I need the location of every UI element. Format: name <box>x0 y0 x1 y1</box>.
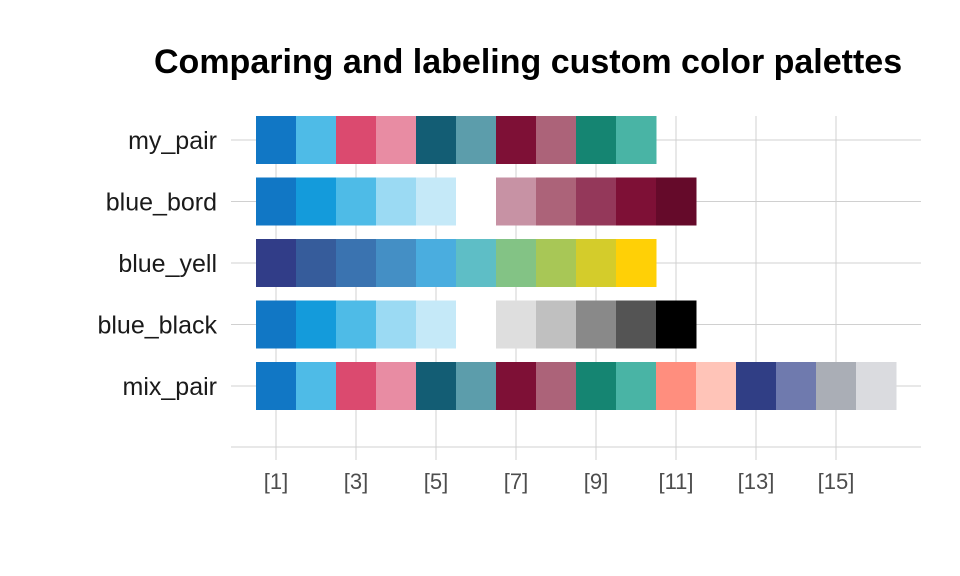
color-cell-mix_pair-16 <box>856 362 897 410</box>
color-cell-my_pair-2 <box>296 116 337 164</box>
color-cell-blue_yell-8 <box>536 239 577 287</box>
x-tick-label: [5] <box>424 469 448 494</box>
color-cell-blue_black-1 <box>256 300 297 349</box>
color-cell-blue_bord-7 <box>496 177 537 226</box>
color-cell-blue_black-6 <box>456 300 497 349</box>
color-cell-blue_black-8 <box>536 300 577 349</box>
color-cell-blue_yell-1 <box>256 239 297 287</box>
color-cell-blue_bord-11 <box>656 177 697 226</box>
color-cell-my_pair-9 <box>576 116 617 164</box>
x-tick-label: [3] <box>344 469 368 494</box>
color-cell-blue_bord-8 <box>536 177 577 226</box>
color-cell-blue_yell-9 <box>576 239 617 287</box>
color-cell-blue_yell-7 <box>496 239 537 287</box>
color-cell-blue_bord-5 <box>416 177 457 226</box>
color-cell-mix_pair-2 <box>296 362 337 410</box>
color-cell-my_pair-3 <box>336 116 377 164</box>
x-tick-label: [1] <box>264 469 288 494</box>
x-tick-label: [9] <box>584 469 608 494</box>
color-cell-blue_black-7 <box>496 300 537 349</box>
color-cell-my_pair-5 <box>416 116 457 164</box>
color-cell-blue_black-3 <box>336 300 377 349</box>
color-cell-blue_black-9 <box>576 300 617 349</box>
color-cell-my_pair-7 <box>496 116 537 164</box>
color-cell-blue_yell-3 <box>336 239 377 287</box>
row-label-my_pair: my_pair <box>128 127 217 155</box>
color-cell-mix_pair-14 <box>776 362 817 410</box>
color-cell-mix_pair-10 <box>616 362 657 410</box>
color-cell-blue_bord-1 <box>256 177 297 226</box>
color-cell-mix_pair-8 <box>536 362 577 410</box>
row-label-blue_bord: blue_bord <box>106 189 217 217</box>
x-tick-label: [11] <box>658 469 693 494</box>
color-cell-mix_pair-12 <box>696 362 737 410</box>
color-cell-mix_pair-9 <box>576 362 617 410</box>
color-cell-my_pair-4 <box>376 116 417 164</box>
color-cell-blue_bord-2 <box>296 177 337 226</box>
color-cell-blue_yell-10 <box>616 239 657 287</box>
chart-title: Comparing and labeling custom color pale… <box>154 43 902 81</box>
row-labels: my_pair blue_bord blue_yell blue_black mix_p… <box>97 127 217 401</box>
row-label-mix_pair: mix_pair <box>123 373 217 401</box>
color-cell-mix_pair-11 <box>656 362 697 410</box>
color-cell-mix_pair-4 <box>376 362 417 410</box>
x-tick-label: [13] <box>738 469 775 494</box>
color-cell-mix_pair-5 <box>416 362 457 410</box>
color-cell-blue_bord-6 <box>456 177 497 226</box>
x-tick-label: [15] <box>818 469 855 494</box>
color-cell-mix_pair-6 <box>456 362 497 410</box>
color-cell-mix_pair-3 <box>336 362 377 410</box>
color-cell-blue_black-11 <box>656 300 697 349</box>
color-cell-blue_bord-4 <box>376 177 417 226</box>
color-cell-blue_yell-4 <box>376 239 417 287</box>
row-label-blue_yell: blue_yell <box>118 250 217 278</box>
color-cell-mix_pair-1 <box>256 362 297 410</box>
color-cell-blue_bord-10 <box>616 177 657 226</box>
color-cell-blue_black-2 <box>296 300 337 349</box>
color-cell-blue_black-4 <box>376 300 417 349</box>
color-cell-blue_bord-3 <box>336 177 377 226</box>
color-cell-my_pair-10 <box>616 116 657 164</box>
color-cell-mix_pair-7 <box>496 362 537 410</box>
color-cell-mix_pair-15 <box>816 362 857 410</box>
color-cell-my_pair-6 <box>456 116 497 164</box>
x-tick-labels: [1] [3] [5] [7] [9] [11] [13] [15] <box>264 469 855 494</box>
color-cell-my_pair-1 <box>256 116 297 164</box>
color-cell-blue_bord-9 <box>576 177 617 226</box>
x-tick-label: [7] <box>504 469 528 494</box>
color-cells <box>256 116 897 410</box>
color-cell-blue_black-5 <box>416 300 457 349</box>
row-label-blue_black: blue_black <box>97 312 217 340</box>
color-cell-mix_pair-13 <box>736 362 777 410</box>
color-cell-blue_yell-2 <box>296 239 337 287</box>
color-cell-blue_black-10 <box>616 300 657 349</box>
color-cell-blue_yell-5 <box>416 239 457 287</box>
color-cell-my_pair-8 <box>536 116 577 164</box>
color-cell-blue_yell-6 <box>456 239 497 287</box>
